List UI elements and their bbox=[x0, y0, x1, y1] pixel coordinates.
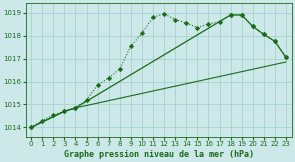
X-axis label: Graphe pression niveau de la mer (hPa): Graphe pression niveau de la mer (hPa) bbox=[64, 150, 254, 159]
